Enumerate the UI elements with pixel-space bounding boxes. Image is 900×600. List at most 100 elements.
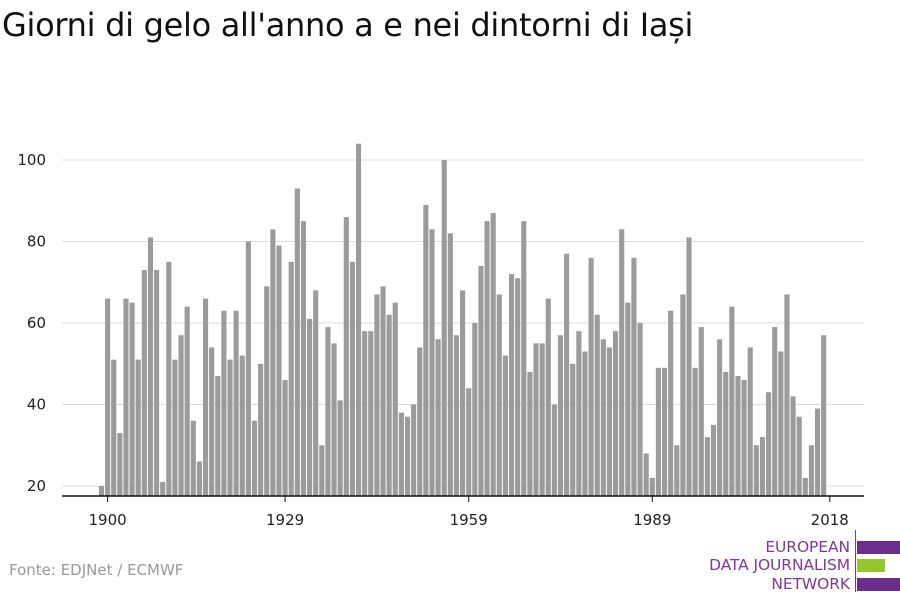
bar-2011: [784, 294, 790, 496]
bar-1931: [294, 188, 300, 496]
bar-1973: [551, 404, 557, 496]
logo-divider: [855, 530, 856, 592]
bar-1945: [380, 286, 386, 496]
bar-1941: [355, 143, 362, 496]
chart-title: Giorni di gelo all'anno a e nei dintorni…: [2, 6, 694, 44]
bar-1952: [423, 204, 429, 496]
logo-bar-bottom: [857, 578, 900, 591]
bar-1932: [300, 221, 307, 496]
bar-1928: [276, 245, 282, 496]
bar-1990: [655, 367, 661, 496]
bar-2002: [729, 306, 735, 496]
bar-1923: [245, 241, 251, 496]
bar-1902: [117, 433, 123, 496]
bar-1998: [704, 437, 710, 496]
bar-1915: [196, 461, 202, 496]
logo-text-line-2: DATA JOURNALISM: [709, 556, 850, 574]
bar-1960: [472, 323, 478, 496]
bar-1917: [209, 347, 215, 496]
logo-bar-top: [857, 541, 900, 554]
bar-1899: [98, 486, 105, 496]
bar-1933: [307, 318, 313, 496]
bar-1953: [429, 229, 435, 496]
bar-1984: [619, 229, 625, 496]
bar-2012: [790, 396, 796, 496]
bar-1989: [649, 477, 655, 496]
bar-1934: [313, 290, 319, 496]
bar-1978: [582, 351, 588, 496]
bar-1986: [631, 257, 637, 496]
logo-text-line-1: EUROPEAN: [765, 538, 850, 556]
x-tick-label: 1900: [89, 511, 127, 529]
bar-1920: [227, 359, 233, 496]
y-axis-ticks: 20 40 60 80 100: [17, 151, 46, 495]
x-axis: 1900 1929 1959 1989 2018: [62, 495, 864, 529]
bar-1909: [160, 481, 166, 496]
bar-1959: [466, 388, 472, 496]
bar-1968: [521, 221, 527, 496]
bar-1936: [325, 327, 331, 496]
bar-1940: [349, 261, 355, 496]
bar-1904: [129, 302, 135, 496]
bar-1977: [576, 331, 582, 496]
bar-1965: [502, 355, 508, 496]
bar-1911: [172, 359, 178, 496]
edjnet-logo[interactable]: EUROPEAN DATA JOURNALISM NETWORK: [700, 530, 900, 594]
bar-1976: [570, 363, 576, 496]
bar-1903: [123, 298, 129, 496]
x-tick-label: 2018: [811, 511, 849, 529]
bar-1918: [215, 375, 221, 496]
bar-1927: [270, 229, 276, 496]
source-note: Fonte: EDJNet / ECMWF: [9, 561, 184, 579]
bar-1948: [398, 412, 404, 496]
logo-text-line-3: NETWORK: [771, 575, 850, 593]
bar-1970: [533, 343, 539, 496]
bar-1966: [508, 274, 515, 496]
bar-1980: [594, 314, 600, 496]
bar-1969: [527, 371, 533, 496]
bar-1929: [282, 380, 288, 496]
bar-2016: [814, 408, 821, 496]
bar-1964: [496, 294, 502, 496]
bar-1975: [564, 253, 570, 496]
bar-1979: [588, 257, 594, 496]
bar-2003: [735, 375, 741, 496]
bar-1946: [386, 314, 392, 496]
bar-1906: [141, 270, 147, 496]
y-tick-label: 60: [27, 314, 46, 332]
bar-2008: [766, 392, 772, 496]
bar-1913: [184, 306, 190, 496]
bar-1942: [362, 331, 368, 496]
bar-1991: [661, 367, 668, 496]
bar-1955: [441, 160, 447, 496]
bar-2001: [723, 371, 729, 496]
bar-1974: [557, 335, 564, 496]
bar-1908: [154, 270, 160, 496]
bar-1947: [392, 302, 398, 496]
bar-1905: [135, 359, 141, 496]
bar-1983: [613, 331, 619, 496]
bar-1956: [447, 233, 453, 496]
bar-1924: [251, 420, 258, 496]
bar-1930: [288, 261, 294, 496]
bar-2013: [796, 416, 802, 496]
y-tick-label: 40: [27, 396, 46, 414]
bar-1925: [258, 363, 264, 496]
bar-1916: [202, 298, 209, 496]
bar-1987: [637, 323, 643, 496]
y-tick-label: 80: [27, 233, 46, 251]
bar-1937: [331, 343, 337, 496]
bar-1949: [404, 416, 411, 496]
bar-1988: [643, 453, 649, 496]
bar-1961: [478, 265, 484, 496]
bar-2005: [747, 347, 753, 496]
bar-1938: [337, 400, 343, 496]
y-tick-label: 100: [17, 151, 46, 169]
bar-1957: [453, 335, 460, 496]
bar-1982: [606, 347, 613, 496]
bar-1954: [435, 339, 441, 496]
bar-1993: [674, 445, 680, 496]
bar-2010: [778, 351, 784, 496]
bar-1963: [490, 212, 496, 496]
bar-2009: [772, 327, 778, 496]
